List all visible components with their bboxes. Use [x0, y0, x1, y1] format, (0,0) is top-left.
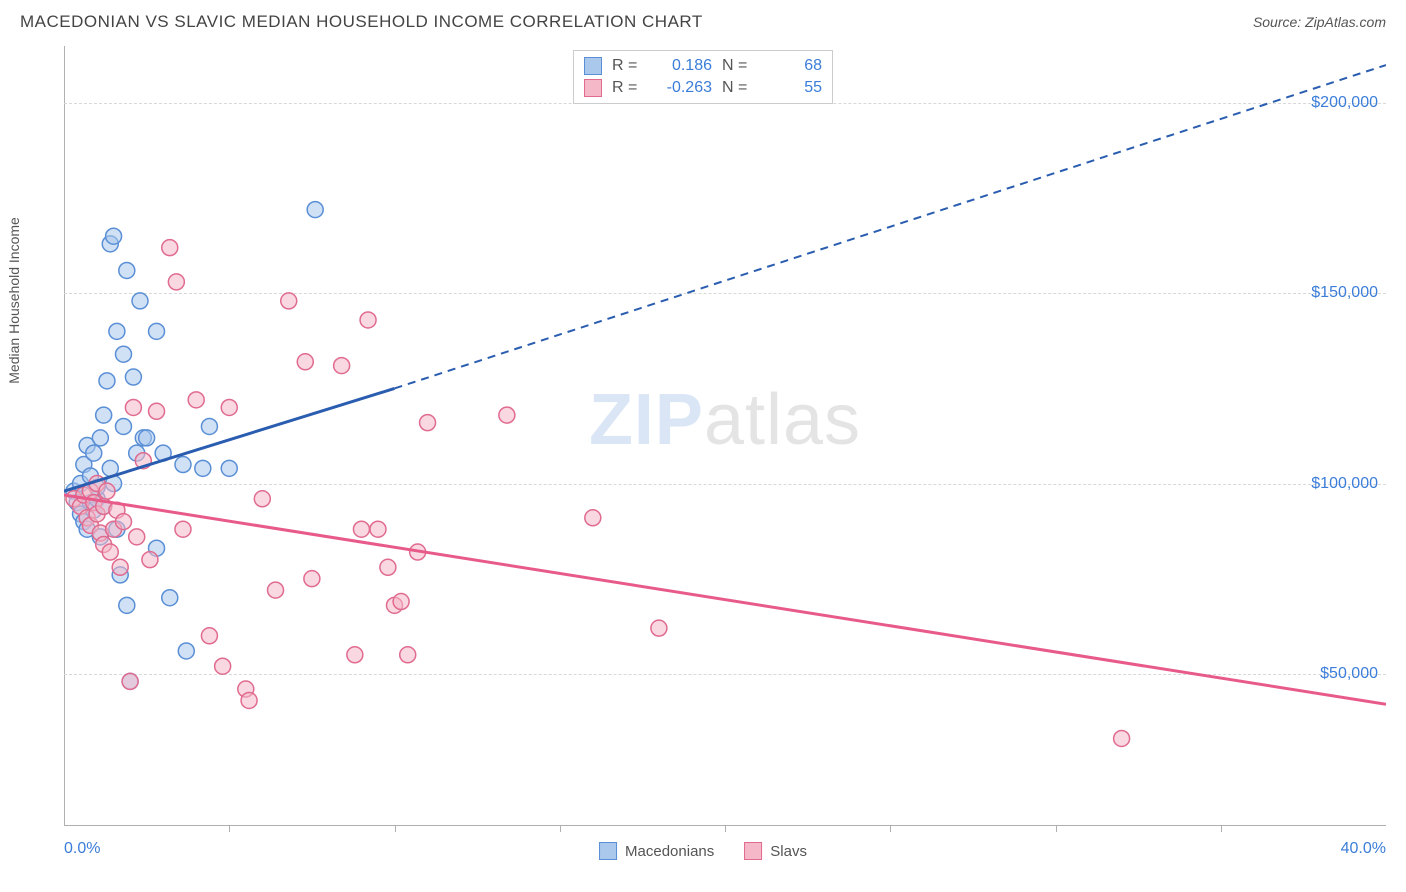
data-point — [142, 552, 158, 568]
data-point — [360, 312, 376, 328]
plot-area: ZIPatlas — [64, 46, 1386, 826]
legend-swatch-macedonians — [599, 842, 617, 860]
data-point — [102, 544, 118, 560]
data-point — [115, 514, 131, 530]
data-point — [221, 460, 237, 476]
data-point — [132, 293, 148, 309]
data-point — [304, 571, 320, 587]
x-tick — [395, 826, 396, 832]
trend-line — [64, 495, 1386, 704]
data-point — [297, 354, 313, 370]
chart-container: Median Household Income $50,000$100,000$… — [20, 46, 1386, 872]
data-point — [178, 643, 194, 659]
data-point — [201, 418, 217, 434]
data-point — [1114, 730, 1130, 746]
x-tick — [725, 826, 726, 832]
data-point — [125, 369, 141, 385]
x-tick — [229, 826, 230, 832]
data-point — [129, 529, 145, 545]
data-point — [420, 415, 436, 431]
correlation-legend: R =0.186 N =68 R =-0.263 N =55 — [573, 50, 833, 104]
data-point — [268, 582, 284, 598]
data-point — [347, 647, 363, 663]
y-axis-label: Median Household Income — [6, 217, 22, 384]
data-point — [254, 491, 270, 507]
data-point — [334, 358, 350, 374]
data-point — [393, 594, 409, 610]
data-point — [175, 521, 191, 537]
data-point — [499, 407, 515, 423]
data-point — [585, 510, 601, 526]
data-point — [109, 323, 125, 339]
data-point — [115, 418, 131, 434]
data-point — [307, 202, 323, 218]
data-point — [125, 399, 141, 415]
data-point — [119, 262, 135, 278]
data-point — [92, 430, 108, 446]
data-point — [162, 590, 178, 606]
data-point — [400, 647, 416, 663]
legend-swatch-slavs — [744, 842, 762, 860]
data-point — [651, 620, 667, 636]
data-point — [115, 346, 131, 362]
data-point — [99, 483, 115, 499]
data-point — [195, 460, 211, 476]
data-point — [188, 392, 204, 408]
data-point — [149, 323, 165, 339]
data-point — [221, 399, 237, 415]
x-axis-max: 40.0% — [1341, 840, 1386, 858]
chart-title: MACEDONIAN VS SLAVIC MEDIAN HOUSEHOLD IN… — [20, 12, 703, 32]
x-tick — [1221, 826, 1222, 832]
data-point — [241, 692, 257, 708]
data-point — [162, 240, 178, 256]
x-tick — [1056, 826, 1057, 832]
x-axis-min: 0.0% — [64, 840, 100, 858]
data-point — [139, 430, 155, 446]
data-point — [96, 407, 112, 423]
x-tick — [560, 826, 561, 832]
data-point — [112, 559, 128, 575]
data-point — [99, 373, 115, 389]
data-point — [119, 597, 135, 613]
data-point — [168, 274, 184, 290]
data-point — [353, 521, 369, 537]
legend-swatch-macedonians — [584, 57, 602, 75]
data-point — [86, 445, 102, 461]
x-tick — [890, 826, 891, 832]
series-legend: Macedonians Slavs — [599, 842, 807, 860]
data-point — [370, 521, 386, 537]
data-point — [380, 559, 396, 575]
data-point — [281, 293, 297, 309]
data-point — [201, 628, 217, 644]
data-point — [106, 228, 122, 244]
legend-label: Slavs — [770, 843, 807, 860]
trend-line-extrapolated — [395, 65, 1387, 388]
data-point — [149, 403, 165, 419]
data-point — [215, 658, 231, 674]
data-point — [175, 457, 191, 473]
legend-label: Macedonians — [625, 843, 714, 860]
legend-swatch-slavs — [584, 79, 602, 97]
source-attribution: Source: ZipAtlas.com — [1253, 14, 1386, 30]
data-point — [122, 673, 138, 689]
